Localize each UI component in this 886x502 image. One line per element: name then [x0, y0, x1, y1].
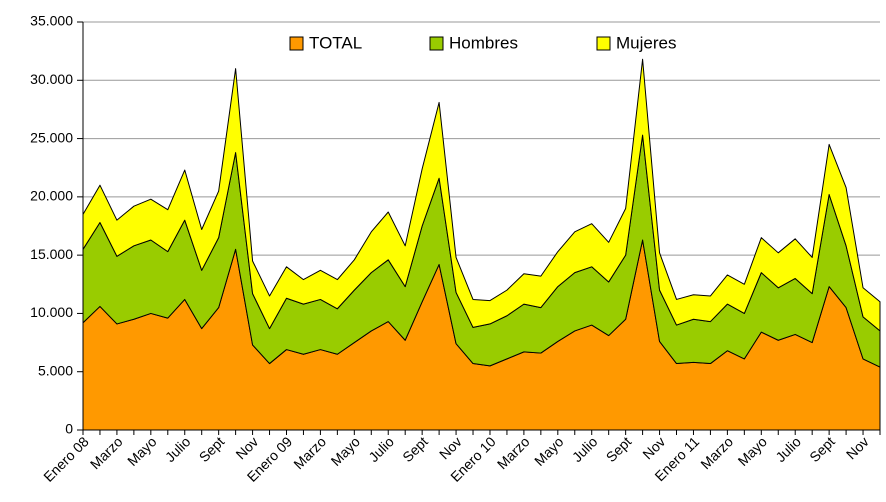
x-tick-label: Sept [399, 433, 431, 465]
legend-swatch [289, 36, 304, 51]
legend-swatch [596, 36, 611, 51]
x-tick-label: Marzo [697, 433, 736, 472]
y-tick-label: 10.000 [30, 304, 73, 320]
x-tick-label: Marzo [494, 433, 533, 472]
y-tick-label: 20.000 [30, 188, 73, 204]
x-tick-label: Mayo [124, 433, 160, 469]
y-tick-label: 0 [65, 421, 73, 437]
x-tick-label: Mayo [328, 433, 364, 469]
x-tick-label: Sept [806, 433, 838, 465]
x-tick-label: Julio [569, 433, 601, 465]
x-tick-label: Mayo [735, 433, 771, 469]
x-tick-label: Julio [162, 433, 194, 465]
x-tick-label: Marzo [87, 433, 126, 472]
x-tick-label: Enero 08 [40, 433, 92, 485]
x-tick-label: Sept [196, 433, 228, 465]
x-tick-label: Nov [639, 433, 668, 462]
x-tick-label: Julio [772, 433, 804, 465]
x-tick-label: Sept [603, 433, 635, 465]
legend-label: Mujeres [616, 33, 676, 52]
y-tick-label: 25.000 [30, 129, 73, 145]
x-tick-label: Nov [843, 433, 872, 462]
x-tick-label: Julio [365, 433, 397, 465]
x-tick-label: Mayo [531, 433, 567, 469]
x-tick-label: Nov [232, 433, 261, 462]
legend-label: Hombres [449, 33, 518, 52]
legend-swatch [429, 36, 444, 51]
x-tick-label: Marzo [290, 433, 329, 472]
y-tick-label: 5.000 [38, 362, 73, 378]
y-tick-label: 30.000 [30, 71, 73, 87]
y-tick-label: 15.000 [30, 246, 73, 262]
legend-label: TOTAL [309, 33, 362, 52]
x-tick-label: Nov [436, 433, 465, 462]
y-tick-label: 35.000 [30, 13, 73, 29]
area [82, 58, 881, 332]
